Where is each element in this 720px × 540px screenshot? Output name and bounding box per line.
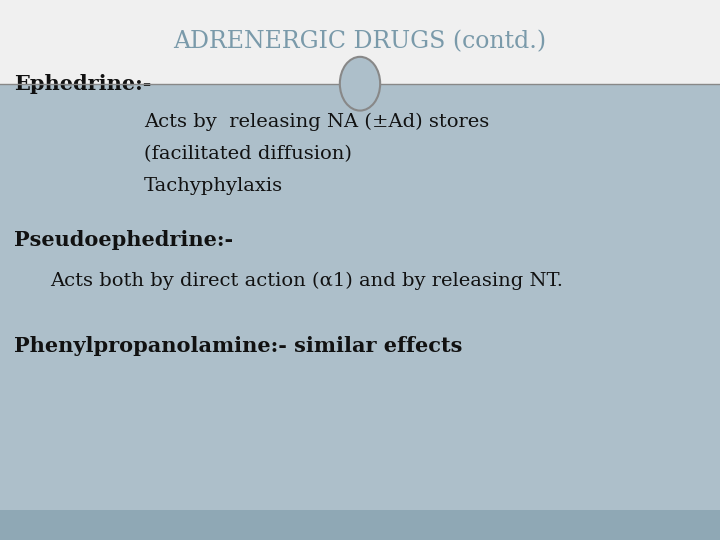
Text: Pseudoephedrine:-: Pseudoephedrine:- xyxy=(14,230,233,251)
Ellipse shape xyxy=(340,57,380,111)
Text: Acts by  releasing NA (±Ad) stores: Acts by releasing NA (±Ad) stores xyxy=(144,112,490,131)
Text: Phenylpropanolamine:- similar effects: Phenylpropanolamine:- similar effects xyxy=(14,335,463,356)
Bar xyxy=(0,510,720,540)
Bar xyxy=(0,0,720,84)
Text: Ephedrine:-: Ephedrine:- xyxy=(14,73,152,94)
Text: Acts both by direct action (α1) and by releasing NT.: Acts both by direct action (α1) and by r… xyxy=(50,272,563,290)
Text: Tachyphylaxis: Tachyphylaxis xyxy=(144,177,283,195)
Text: ADRENERGIC DRUGS (contd.): ADRENERGIC DRUGS (contd.) xyxy=(174,30,546,53)
Text: (facilitated diffusion): (facilitated diffusion) xyxy=(144,145,352,163)
